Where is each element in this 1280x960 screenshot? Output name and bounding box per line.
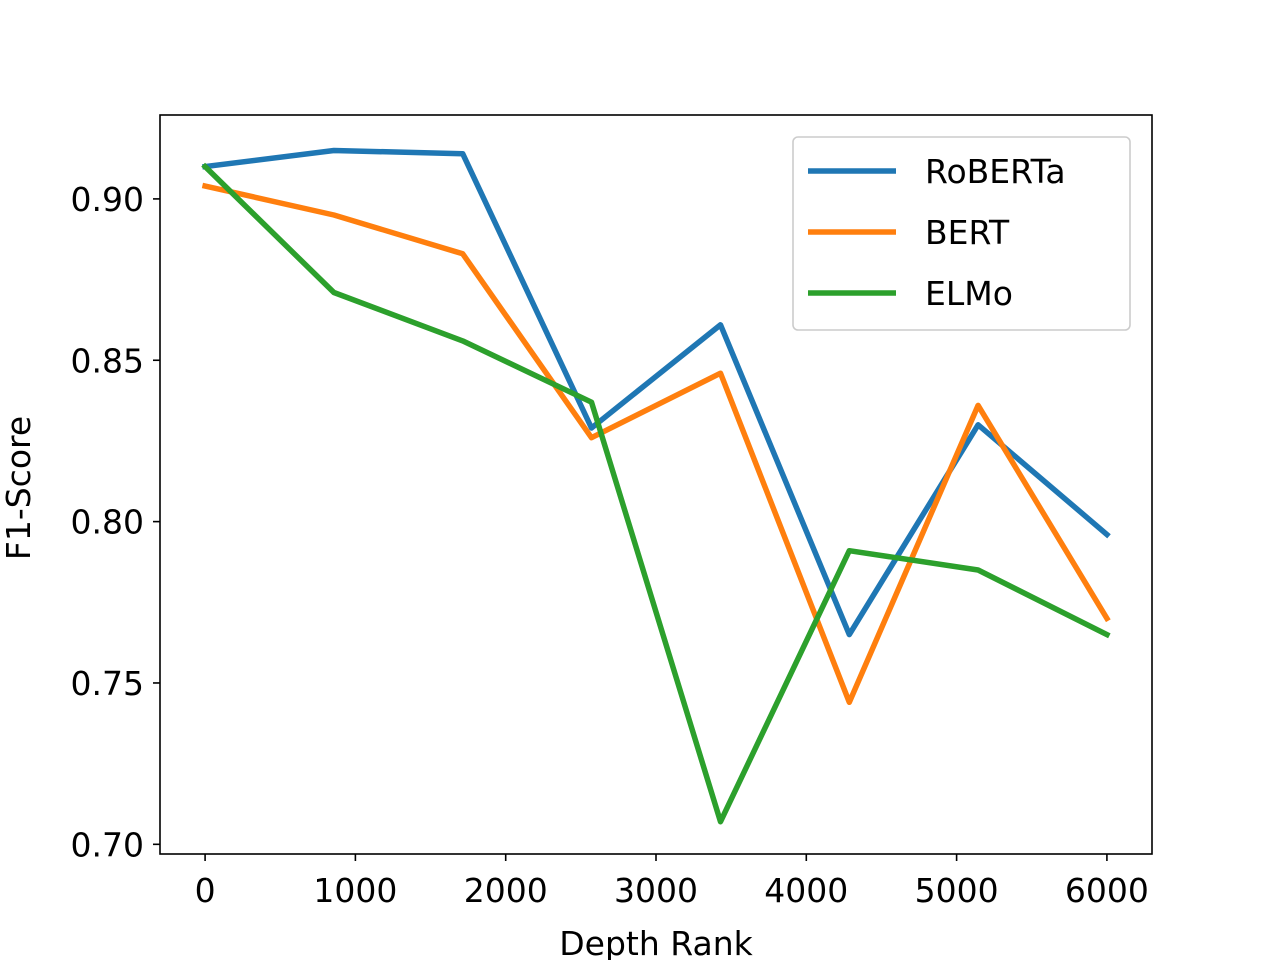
series-line-bert — [201, 182, 1111, 706]
y-axis-label: F1-Score — [0, 416, 38, 560]
x-tick-label: 2000 — [464, 871, 548, 910]
x-tick-label: 5000 — [915, 871, 999, 910]
y-tick-label: 0.85 — [71, 341, 144, 380]
series-line-elmo — [201, 162, 1111, 825]
y-tick-label: 0.90 — [71, 180, 144, 219]
y-tick-label: 0.70 — [71, 825, 144, 864]
y-tick-label: 0.80 — [71, 503, 144, 542]
x-tick-label: 4000 — [764, 871, 848, 910]
x-axis: 0 1000 2000 3000 4000 5000 6000 — [195, 854, 1149, 910]
legend: RoBERTa BERT ELMo — [792, 136, 1131, 331]
y-axis: 0.70 0.75 0.80 0.85 0.90 — [71, 180, 160, 864]
x-axis-label: Depth Rank — [559, 924, 753, 960]
x-tick-label: 1000 — [313, 871, 397, 910]
x-tick-label: 6000 — [1065, 871, 1149, 910]
series-layer — [201, 147, 1111, 825]
y-tick-label: 0.75 — [71, 664, 144, 703]
legend-label-elmo: ELMo — [925, 274, 1013, 313]
legend-box — [792, 136, 1131, 331]
x-tick-label: 3000 — [614, 871, 698, 910]
legend-label-bert: BERT — [925, 213, 1010, 252]
legend-label-roberta: RoBERTa — [925, 152, 1066, 191]
x-tick-label: 0 — [195, 871, 216, 910]
